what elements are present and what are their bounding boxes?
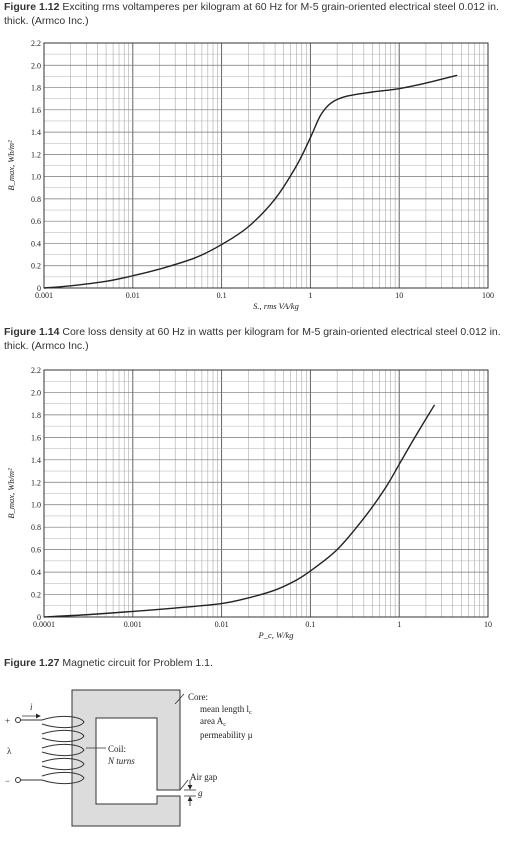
x-tick-label: 0.001 <box>124 620 142 629</box>
y-tick-label: 1.4 <box>31 128 41 137</box>
airgap-label: Air gap <box>190 772 218 782</box>
plot-frame <box>43 42 489 289</box>
coil-title: Coil: <box>108 744 126 754</box>
caption-fig-1-27: Figure 1.27 Magnetic circuit for Problem… <box>4 656 509 670</box>
y-tick-label: 0 <box>37 613 41 622</box>
x-tick-label: 10 <box>484 620 492 629</box>
y-tick-label: 2.0 <box>31 61 41 70</box>
x-tick-label: 1 <box>308 291 312 300</box>
y-tick-label: 0.2 <box>31 262 41 271</box>
caption-label: Figure 1.12 <box>4 1 60 13</box>
plus-sign: + <box>5 716 10 726</box>
x-tick-label: 10 <box>395 291 403 300</box>
y-tick-label: 0.6 <box>31 546 41 555</box>
y-tick-label: 1.0 <box>31 173 41 182</box>
y-tick-label: 0.4 <box>31 568 41 577</box>
terminal-minus <box>15 777 21 783</box>
y-tick-label: 1.2 <box>31 150 41 159</box>
chart-exciting-va: 0.001 0.01 0.1 1 10 100 0 0.2 0.4 0.6 0.8 1.0 1.2 1.4… <box>6 39 494 311</box>
y-tick-label: 2.2 <box>31 39 41 48</box>
core-title: Core: <box>188 692 208 702</box>
terminal-plus <box>15 717 21 723</box>
y-tick-label: 0 <box>37 284 41 293</box>
x-tick-label: 0.0001 <box>33 620 55 629</box>
y-axis-label: B_max, Wb/m² <box>6 468 16 519</box>
x-axis-label: P_c, W/kg <box>258 630 294 640</box>
x-axis-label: S., rms VA/kg <box>253 301 299 311</box>
core-permeability: permeability μ <box>200 730 253 740</box>
y-tick-label: 1.8 <box>31 411 41 420</box>
y-tick-label: 1.4 <box>31 456 41 465</box>
y-tick-label: 2.2 <box>31 366 41 375</box>
y-tick-label: 0.6 <box>31 217 41 226</box>
x-tick-label: 0.1 <box>305 620 315 629</box>
y-tick-label: 0.4 <box>31 239 41 248</box>
airgap-leader <box>179 779 189 791</box>
x-tick-label: 0.001 <box>35 291 53 300</box>
y-axis-label: B_max, Wb/m² <box>6 140 16 191</box>
y-tick-label: 1.6 <box>31 106 41 115</box>
caption-text: Magnetic circuit for Problem 1.1. <box>62 657 213 669</box>
x-tick-label: 1 <box>397 620 401 629</box>
caption-fig-1-12: Figure 1.12 Exciting rms voltamperes per… <box>4 0 509 28</box>
caption-label: Figure 1.27 <box>4 657 60 669</box>
y-tick-label: 1.0 <box>31 501 41 510</box>
y-tick-label: 0.2 <box>31 591 41 600</box>
y-tick-label: 0.8 <box>31 523 41 532</box>
caption-text: Exciting rms voltamperes per kilogram at… <box>4 1 499 27</box>
x-tick-label: 0.01 <box>126 291 140 300</box>
core-area: area Ac <box>200 716 226 728</box>
core-leader <box>174 693 185 705</box>
y-tick-label: 1.6 <box>31 433 41 442</box>
caption-fig-1-14: Figure 1.14 Core loss density at 60 Hz i… <box>4 325 509 353</box>
core-length: mean length lc <box>200 704 252 716</box>
coil-turns: N turns <box>107 756 135 766</box>
plot-frame <box>43 369 489 618</box>
series-line <box>43 74 458 289</box>
y-tick-label: 1.2 <box>31 478 41 487</box>
lambda-label: λ <box>7 746 12 756</box>
magnetic-circuit-diagram: i + λ − Coil: N turns Core: mean length … <box>5 689 253 827</box>
gap-symbol: g <box>198 788 203 798</box>
coil-winding <box>41 715 85 785</box>
y-tick-label: 0.8 <box>31 195 41 204</box>
grid <box>43 42 489 289</box>
caption-label: Figure 1.14 <box>4 326 60 338</box>
minus-sign: − <box>5 776 10 786</box>
x-tick-label: 100 <box>482 291 494 300</box>
grid <box>43 369 489 618</box>
current-label: i <box>30 702 33 712</box>
y-tick-label: 2.0 <box>31 388 41 397</box>
caption-text: Core loss density at 60 Hz in watts per … <box>4 326 501 352</box>
x-tick-label: 0.1 <box>217 291 227 300</box>
y-tick-label: 1.8 <box>31 84 41 93</box>
series-line <box>43 404 436 618</box>
x-tick-label: 0.01 <box>215 620 229 629</box>
chart-core-loss: 0.0001 0.001 0.01 0.1 1 10 0 0.2 0.4 0.6 0.8 1.0 1.2… <box>6 366 492 640</box>
